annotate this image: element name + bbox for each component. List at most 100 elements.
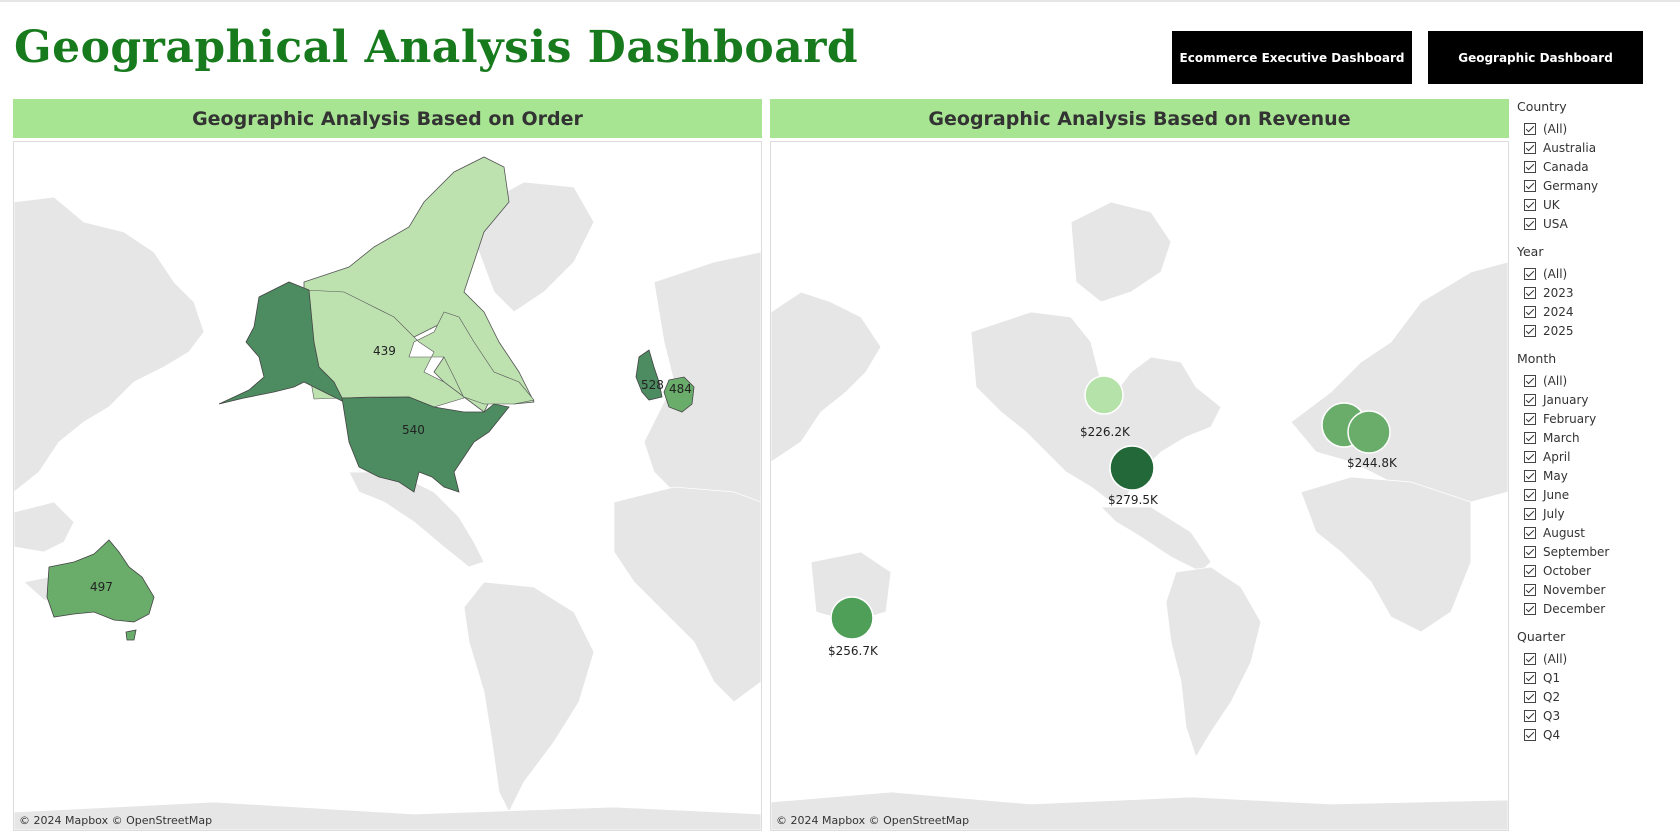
alaska-region[interactable] xyxy=(218,281,345,405)
country-option[interactable]: (All) xyxy=(1517,119,1677,138)
year-option[interactable]: 2023 xyxy=(1517,283,1677,302)
option-label: Q3 xyxy=(1543,708,1561,723)
year-option[interactable]: (All) xyxy=(1517,264,1677,283)
year-filter: Year (All) 2023 2024 2025 xyxy=(1517,244,1677,340)
month-option[interactable]: January xyxy=(1517,390,1677,409)
month-option[interactable]: August xyxy=(1517,523,1677,542)
country-option[interactable]: USA xyxy=(1517,214,1677,233)
checkbox[interactable] xyxy=(1524,160,1536,173)
checkbox[interactable] xyxy=(1524,374,1536,387)
background-land xyxy=(771,201,1508,830)
checkbox[interactable] xyxy=(1524,469,1536,482)
checkbox[interactable] xyxy=(1524,583,1536,596)
option-label: August xyxy=(1543,525,1585,540)
uk-region[interactable] xyxy=(635,349,663,401)
month-option[interactable]: July xyxy=(1517,504,1677,523)
month-option[interactable]: December xyxy=(1517,599,1677,618)
ecommerce-executive-dashboard-button[interactable]: Ecommerce Executive Dashboard xyxy=(1172,31,1412,84)
checkbox[interactable] xyxy=(1524,728,1536,741)
quarter-option[interactable]: (All) xyxy=(1517,649,1677,668)
checkbox[interactable] xyxy=(1524,393,1536,406)
checkbox[interactable] xyxy=(1524,179,1536,192)
month-filter-title: Month xyxy=(1517,351,1557,366)
option-label: Q4 xyxy=(1543,727,1561,742)
geographic-dashboard-button[interactable]: Geographic Dashboard xyxy=(1428,31,1643,84)
australia-region[interactable] xyxy=(46,539,155,623)
year-option[interactable]: 2024 xyxy=(1517,302,1677,321)
checkbox[interactable] xyxy=(1524,122,1536,135)
checkbox[interactable] xyxy=(1524,545,1536,558)
month-filter: Month (All) January February March April… xyxy=(1517,351,1677,618)
checkbox[interactable] xyxy=(1524,602,1536,615)
checkbox[interactable] xyxy=(1524,690,1536,703)
checkbox[interactable] xyxy=(1524,431,1536,444)
country-option[interactable]: Australia xyxy=(1517,138,1677,157)
option-label: (All) xyxy=(1543,266,1568,281)
month-option[interactable]: October xyxy=(1517,561,1677,580)
usa-revenue-label: $279.5K xyxy=(1108,493,1159,507)
option-label: 2023 xyxy=(1543,285,1574,300)
checkbox[interactable] xyxy=(1524,488,1536,501)
option-label: (All) xyxy=(1543,651,1568,666)
revenue-map[interactable]: $226.2K $279.5K $244.8K $256.7K © 2024 M… xyxy=(770,141,1509,831)
option-label: Canada xyxy=(1543,159,1589,174)
checkbox[interactable] xyxy=(1524,709,1536,722)
quarter-filter: Quarter (All) Q1 Q2 Q3 Q4 xyxy=(1517,629,1677,744)
canada-revenue-bubble[interactable] xyxy=(1084,375,1124,415)
country-filter-title: Country xyxy=(1517,99,1567,114)
option-label: 2024 xyxy=(1543,304,1574,319)
checkbox[interactable] xyxy=(1524,198,1536,211)
germany-revenue-bubble[interactable] xyxy=(1347,410,1391,454)
tasmania-region[interactable] xyxy=(125,629,137,641)
checkbox[interactable] xyxy=(1524,286,1536,299)
checkbox[interactable] xyxy=(1524,267,1536,280)
year-option[interactable]: 2025 xyxy=(1517,321,1677,340)
quarter-filter-title: Quarter xyxy=(1517,629,1566,644)
month-option[interactable]: (All) xyxy=(1517,371,1677,390)
quarter-option[interactable]: Q2 xyxy=(1517,687,1677,706)
usa-revenue-bubble[interactable] xyxy=(1109,445,1155,491)
month-option[interactable]: February xyxy=(1517,409,1677,428)
map-attribution[interactable]: © 2024 Mapbox © OpenStreetMap xyxy=(19,814,213,827)
checkbox[interactable] xyxy=(1524,671,1536,684)
checkbox[interactable] xyxy=(1524,305,1536,318)
option-label: USA xyxy=(1543,216,1568,231)
checkbox[interactable] xyxy=(1524,450,1536,463)
quarter-option[interactable]: Q3 xyxy=(1517,706,1677,725)
checkbox[interactable] xyxy=(1524,507,1536,520)
quarter-option[interactable]: Q1 xyxy=(1517,668,1677,687)
month-option[interactable]: November xyxy=(1517,580,1677,599)
checkbox[interactable] xyxy=(1524,141,1536,154)
checkbox[interactable] xyxy=(1524,412,1536,425)
checkbox[interactable] xyxy=(1524,564,1536,577)
month-option[interactable]: May xyxy=(1517,466,1677,485)
option-label: May xyxy=(1543,468,1568,483)
option-label: July xyxy=(1543,506,1565,521)
top-divider xyxy=(0,0,1680,2)
checkbox[interactable] xyxy=(1524,217,1536,230)
checkbox[interactable] xyxy=(1524,324,1536,337)
month-option[interactable]: April xyxy=(1517,447,1677,466)
month-option[interactable]: March xyxy=(1517,428,1677,447)
order-map[interactable]: 439 540 528 484 497 © 2024 Mapbox © Open… xyxy=(13,141,762,831)
month-option[interactable]: June xyxy=(1517,485,1677,504)
uk-order-label: 528 xyxy=(641,378,664,392)
page-title: Geographical Analysis Dashboard xyxy=(14,22,859,73)
map-attribution[interactable]: © 2024 Mapbox © OpenStreetMap xyxy=(776,814,970,827)
country-option[interactable]: UK xyxy=(1517,195,1677,214)
option-label: Q2 xyxy=(1543,689,1561,704)
month-option[interactable]: September xyxy=(1517,542,1677,561)
country-option[interactable]: Canada xyxy=(1517,157,1677,176)
country-option[interactable]: Germany xyxy=(1517,176,1677,195)
germany-order-label: 484 xyxy=(669,382,692,396)
option-label: 2025 xyxy=(1543,323,1574,338)
option-label: (All) xyxy=(1543,373,1568,388)
australia-revenue-bubble[interactable] xyxy=(830,596,874,640)
background-land xyxy=(14,181,761,830)
checkbox[interactable] xyxy=(1524,526,1536,539)
option-label: Germany xyxy=(1543,178,1599,193)
usa-region[interactable] xyxy=(341,396,510,493)
germany-region[interactable] xyxy=(663,376,695,413)
quarter-option[interactable]: Q4 xyxy=(1517,725,1677,744)
checkbox[interactable] xyxy=(1524,652,1536,665)
